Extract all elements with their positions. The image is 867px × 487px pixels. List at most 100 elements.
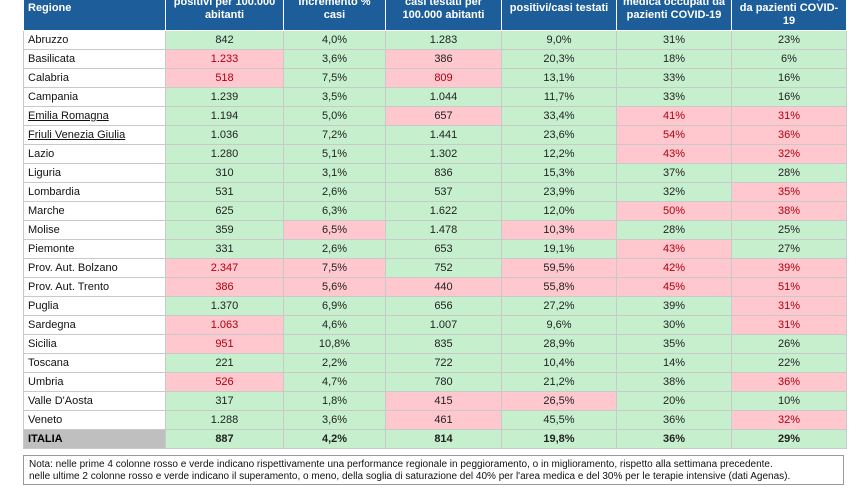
terapia-intensiva-cell: 16%: [731, 87, 847, 107]
positivi-cell: 386: [165, 277, 284, 297]
table-row: Abruzzo 842 4,0% 1.283 9,0% 31% 23%: [23, 30, 847, 50]
terapia-intensiva-cell: 39%: [731, 258, 847, 278]
positivi-casi-testati-cell: 19,1%: [501, 239, 617, 259]
area-medica-cell: 33%: [616, 87, 732, 107]
positivi-casi-testati-cell: 55,8%: [501, 277, 617, 297]
terapia-intensiva-cell: 16%: [731, 68, 847, 88]
casi-testati-cell: 1.044: [385, 87, 502, 107]
incremento-cell: 2,2%: [283, 353, 386, 373]
area-medica-cell: 54%: [616, 125, 732, 145]
incremento-cell: 10,8%: [283, 334, 386, 354]
terapia-intensiva-cell: 36%: [731, 125, 847, 145]
positivi-casi-testati-cell: 26,5%: [501, 391, 617, 411]
table-row: Basilicata 1.233 3,6% 386 20,3% 18% 6%: [23, 49, 847, 69]
area-medica-cell: 14%: [616, 353, 732, 373]
positivi-casi-testati-cell: 9,6%: [501, 315, 617, 335]
positivi-casi-testati-cell: 12,0%: [501, 201, 617, 221]
region-name: Molise: [23, 220, 166, 240]
region-name: Lazio: [23, 144, 166, 164]
region-name: Piemonte: [23, 239, 166, 259]
positivi-cell: 359: [165, 220, 284, 240]
casi-testati-cell: 836: [385, 163, 502, 183]
positivi-cell: 1.194: [165, 106, 284, 126]
positivi-cell: 2.347: [165, 258, 284, 278]
positivi-cell: 1.239: [165, 87, 284, 107]
incremento-cell: 2,6%: [283, 239, 386, 259]
incremento-cell: 3,6%: [283, 410, 386, 430]
table-row: Sardegna 1.063 4,6% 1.007 9,6% 30% 31%: [23, 315, 847, 335]
table-row: Valle D'Aosta 317 1,8% 415 26,5% 20% 10%: [23, 391, 847, 411]
casi-testati-cell: 780: [385, 372, 502, 392]
positivi-casi-testati-cell: 15,3%: [501, 163, 617, 183]
terapia-intensiva-cell: 27%: [731, 239, 847, 259]
region-name: Veneto: [23, 410, 166, 430]
casi-testati-cell: 537: [385, 182, 502, 202]
area-medica-cell: 36%: [616, 410, 732, 430]
positivi-casi-testati-cell: 11,7%: [501, 87, 617, 107]
positivi-casi-testati-cell: 9,0%: [501, 30, 617, 50]
positivi-cell: 531: [165, 182, 284, 202]
terapia-intensiva-cell: 6%: [731, 49, 847, 69]
positivi-casi-testati-cell: 21,2%: [501, 372, 617, 392]
region-name: Valle D'Aosta: [23, 391, 166, 411]
casi-testati-cell: 1.283: [385, 30, 502, 50]
positivi-cell: 331: [165, 239, 284, 259]
terapia-intensiva-cell: 31%: [731, 106, 847, 126]
casi-testati-cell: 461: [385, 410, 502, 430]
terapia-intensiva-cell: 35%: [731, 182, 847, 202]
positivi-casi-testati-cell: 27,2%: [501, 296, 617, 316]
terapia-intensiva-cell: 31%: [731, 296, 847, 316]
table-row: Marche 625 6,3% 1.622 12,0% 50% 38%: [23, 201, 847, 221]
incremento-cell: 5,0%: [283, 106, 386, 126]
region-name: Abruzzo: [23, 30, 166, 50]
region-name: Toscana: [23, 353, 166, 373]
header-regione: Regione: [23, 0, 166, 31]
positivi-cell: 1.233: [165, 49, 284, 69]
area-medica-cell: 35%: [616, 334, 732, 354]
casi-testati-cell: 835: [385, 334, 502, 354]
area-medica-cell: 18%: [616, 49, 732, 69]
positivi-cell: 1.288: [165, 410, 284, 430]
area-medica-cell: 43%: [616, 239, 732, 259]
positivi-casi-testati-cell: 59,5%: [501, 258, 617, 278]
incremento-cell: 2,6%: [283, 182, 386, 202]
terapia-intensiva-cell: 51%: [731, 277, 847, 297]
table-row: Piemonte 331 2,6% 653 19,1% 43% 27%: [23, 239, 847, 259]
region-name: Marche: [23, 201, 166, 221]
terapia-intensiva-cell: 22%: [731, 353, 847, 373]
header-casi-testati: casi testati per 100.000 abitanti: [385, 0, 502, 31]
incremento-cell: 4,0%: [283, 30, 386, 50]
casi-testati-cell: 657: [385, 106, 502, 126]
positivi-cell: 310: [165, 163, 284, 183]
note-line-2: nelle ultime 2 colonne rosso e verde ind…: [29, 471, 791, 482]
table-row: Umbria 526 4,7% 780 21,2% 38% 36%: [23, 372, 847, 392]
incremento-cell: 3,6%: [283, 49, 386, 69]
positivi-casi-testati-cell: 33,4%: [501, 106, 617, 126]
incremento-cell: 7,2%: [283, 125, 386, 145]
incremento-cell: 7,5%: [283, 258, 386, 278]
incremento-cell: 1,8%: [283, 391, 386, 411]
area-medica-cell: 41%: [616, 106, 732, 126]
table-body: Abruzzo 842 4,0% 1.283 9,0% 31% 23% Basilicata 1…: [23, 30, 847, 449]
area-medica-cell: 45%: [616, 277, 732, 297]
table-row: Lombardia 531 2,6% 537 23,9% 32% 35%: [23, 182, 847, 202]
terapia-intensiva-cell: 28%: [731, 163, 847, 183]
casi-testati-cell: 1.302: [385, 144, 502, 164]
positivi-casi-testati-cell: 23,6%: [501, 125, 617, 145]
header-incremento: Incremento % casi: [283, 0, 386, 31]
positivi-casi-testati-cell: 23,9%: [501, 182, 617, 202]
positivi-casi-testati-cell: 10,3%: [501, 220, 617, 240]
region-name: Prov. Aut. Bolzano: [23, 258, 166, 278]
terapia-intensiva-cell: 26%: [731, 334, 847, 354]
region-name: Friuli Venezia Giulia: [23, 125, 166, 145]
casi-testati-cell: 415: [385, 391, 502, 411]
incremento-cell: 5,1%: [283, 144, 386, 164]
terapia-intensiva-cell: 23%: [731, 30, 847, 50]
positivi-casi-testati-cell: 19,8%: [501, 429, 617, 449]
area-medica-cell: 30%: [616, 315, 732, 335]
casi-testati-cell: 1.478: [385, 220, 502, 240]
casi-testati-cell: 752: [385, 258, 502, 278]
table-row: Prov. Aut. Trento 386 5,6% 440 55,8% 45% 51%: [23, 277, 847, 297]
incremento-cell: 6,5%: [283, 220, 386, 240]
header-positivi: positivi per 100.000 abitanti: [165, 0, 284, 31]
